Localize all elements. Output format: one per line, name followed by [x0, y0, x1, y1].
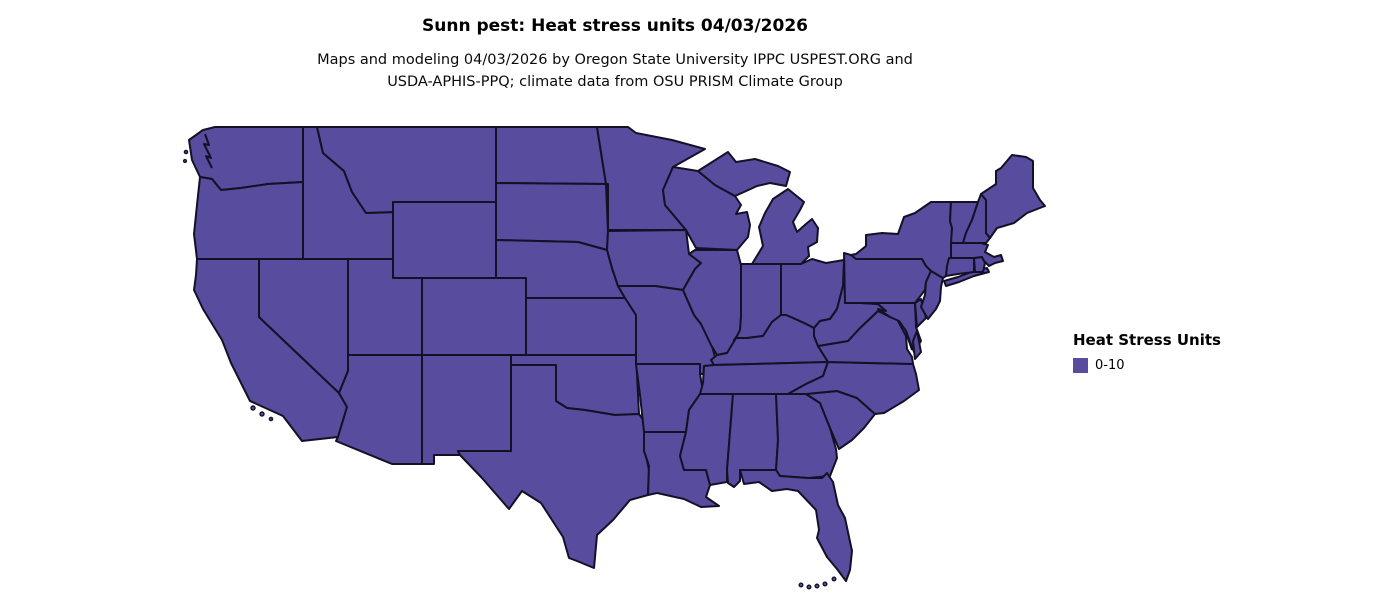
state-michigan-lower-peninsula	[751, 188, 819, 265]
state-oregon	[193, 176, 305, 260]
virginia-eastern-shore	[912, 330, 922, 360]
state-maine	[980, 154, 1046, 239]
map-title: Sunn pest: Heat stress units 04/03/2026	[422, 16, 808, 36]
state-new-jersey	[920, 270, 944, 320]
florida-key	[814, 583, 820, 589]
coast-detail-layer	[203, 133, 913, 351]
islands-layer	[182, 149, 837, 590]
channel-island	[259, 411, 265, 417]
map-legend: Heat Stress Units 0-10	[1073, 331, 1221, 373]
legend-title: Heat Stress Units	[1073, 331, 1221, 349]
state-florida	[739, 469, 853, 582]
state-north-dakota	[495, 126, 607, 185]
state-pennsylvania	[843, 252, 932, 304]
legend-item-label: 0-10	[1095, 358, 1125, 373]
florida-key	[798, 582, 804, 588]
state-connecticut	[945, 257, 975, 277]
state-north-carolina	[787, 361, 920, 415]
state-michigan-upper-peninsula	[697, 151, 791, 197]
map-subtitle-line-1: Maps and modeling 04/03/2026 by Oregon S…	[317, 52, 913, 68]
channel-island	[268, 416, 274, 422]
washington-coast-island	[182, 158, 188, 164]
legend-item: 0-10	[1073, 358, 1221, 373]
state-kansas	[525, 297, 637, 356]
legend-swatch	[1073, 358, 1088, 373]
state-new-mexico	[421, 354, 512, 465]
chesapeake-bay-inlet	[904, 328, 913, 351]
state-delaware	[914, 298, 927, 328]
state-texas	[457, 364, 650, 569]
map-subtitle: Maps and modeling 04/03/2026 by Oregon S…	[185, 49, 1045, 93]
puget-sound-inlets	[203, 133, 213, 169]
washington-coast-island	[183, 149, 189, 155]
state-wyoming	[392, 201, 497, 279]
legend-swatch-rect	[1073, 358, 1088, 373]
state-massachusetts	[950, 242, 1004, 267]
states-layer	[188, 126, 1046, 582]
map-subtitle-line-2: USDA-APHIS-PPQ; climate data from OSU PR…	[387, 74, 843, 90]
state-iowa	[606, 229, 702, 291]
state-arizona	[335, 354, 423, 465]
channel-island	[250, 405, 256, 411]
florida-key	[806, 584, 812, 590]
figure-header: Sunn pest: Heat stress units 04/03/2026 …	[185, 16, 1045, 93]
florida-key	[822, 581, 828, 587]
florida-key	[831, 576, 837, 582]
state-colorado	[421, 277, 527, 356]
